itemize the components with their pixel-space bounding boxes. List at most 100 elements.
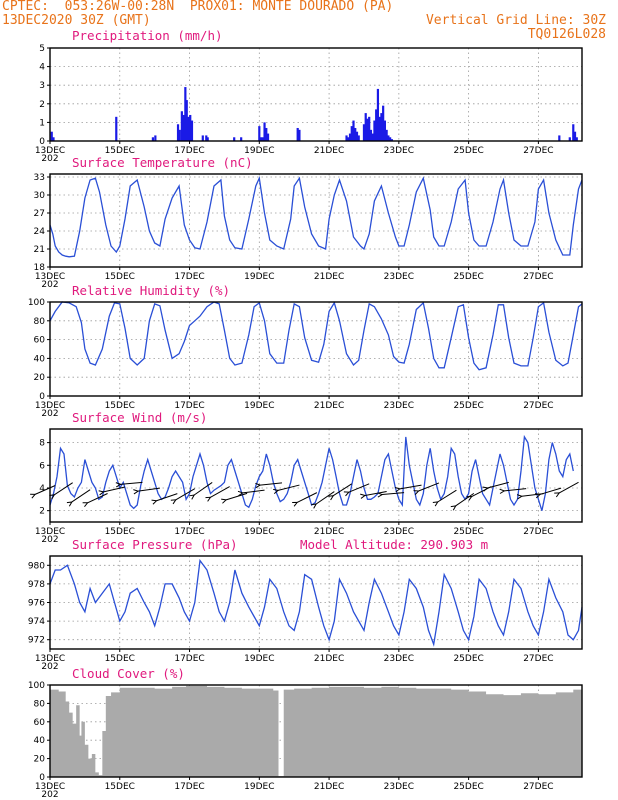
x-tick-label: 13DEC <box>35 401 65 411</box>
x-tick-label: 19DEC <box>244 654 274 664</box>
wind-arrow-head <box>413 490 420 496</box>
wind-arrow-head <box>237 490 244 497</box>
x-tick-label: 17DEC <box>174 782 204 792</box>
x-tick-label: 23DEC <box>384 401 414 411</box>
x-tick-label: 15DEC <box>105 654 135 664</box>
panel-title: Surface Pressure (hPa) <box>72 537 238 552</box>
header-line3-right: TQ0126L028 <box>527 27 606 42</box>
y-tick-label: 20 <box>34 373 46 383</box>
precip-bar <box>362 124 366 141</box>
y-tick-label: 978 <box>28 580 45 590</box>
y-tick-label: 2 <box>39 507 45 517</box>
precip-bar <box>389 137 392 141</box>
wind-arrow-shaft <box>34 485 56 495</box>
wind-arrow-shaft <box>225 492 248 501</box>
wind-arrow-shaft <box>54 482 73 496</box>
precip-bar <box>347 137 350 141</box>
y-tick-label: 100 <box>28 298 45 308</box>
wind-arrow-head <box>189 494 196 500</box>
wind-arrow-shaft <box>175 488 196 501</box>
precip-bar <box>263 122 266 141</box>
x-tick-label: 23DEC <box>384 782 414 792</box>
precip-bar <box>348 133 352 141</box>
x-tick-label: 19DEC <box>244 401 274 411</box>
x-tick-label: 25DEC <box>453 272 483 282</box>
y-tick-label: 2 <box>39 100 45 110</box>
precip-bar <box>176 124 180 141</box>
precip-bar <box>368 116 371 141</box>
precip-bar <box>345 135 348 141</box>
y-tick-label: 6 <box>39 461 45 471</box>
y-tick-label: 980 <box>28 561 45 571</box>
wind-arrow-head <box>450 505 457 511</box>
x-tick-label: 25DEC <box>453 146 483 156</box>
precip-bar <box>233 137 236 141</box>
precip-bar <box>189 114 192 141</box>
precip-bar <box>187 116 190 141</box>
x-start-sublabel: 202 <box>41 409 58 419</box>
x-tick-label: 19DEC <box>244 782 274 792</box>
precip-bar <box>383 120 386 141</box>
wind-arrow-shaft <box>437 489 457 503</box>
x-tick-label: 27DEC <box>523 782 553 792</box>
wind-arrow-head <box>432 501 439 507</box>
precip-bar <box>568 137 571 141</box>
series-line <box>49 175 583 258</box>
series-line <box>49 434 574 511</box>
cloud-cover-area <box>50 685 582 777</box>
wind-arrow-head <box>30 493 37 499</box>
x-tick-label: 15DEC <box>105 146 135 156</box>
precip-bar <box>185 100 188 141</box>
x-tick-label: 27DEC <box>523 527 553 537</box>
x-tick-label: 23DEC <box>384 654 414 664</box>
precip-bar <box>206 137 209 141</box>
wind-arrow-head <box>221 498 228 504</box>
wind-arrow-head <box>554 492 561 498</box>
y-tick-label: 60 <box>34 336 46 346</box>
wind-arrow-shaft <box>71 489 91 503</box>
y-tick-label: 972 <box>28 636 45 646</box>
y-tick-label: 18 <box>34 263 46 273</box>
wind-arrow-head <box>82 502 89 507</box>
precip-bar <box>357 135 360 141</box>
precip-bar <box>205 135 208 141</box>
precip-bar <box>575 137 578 141</box>
y-tick-label: 976 <box>28 599 45 609</box>
wind-arrow-head <box>49 494 56 500</box>
wind-arrow-shaft <box>348 483 370 493</box>
x-tick-label: 13DEC <box>35 146 65 156</box>
y-tick-label: 80 <box>34 317 46 327</box>
x-tick-label: 13DEC <box>35 782 65 792</box>
precip-bar <box>375 109 378 141</box>
wind-arrow-head <box>151 499 158 505</box>
x-tick-label: 21DEC <box>314 272 344 282</box>
y-tick-label: 30 <box>34 191 46 201</box>
header-line2-right: Vertical Grid Line: 30Z <box>425 13 606 28</box>
x-tick-label: 13DEC <box>35 272 65 282</box>
wind-arrow-head <box>328 495 335 501</box>
wind-arrow-shaft <box>260 482 283 486</box>
precip-bar <box>115 116 118 141</box>
x-tick-label: 23DEC <box>384 146 414 156</box>
panel-frame <box>49 47 583 142</box>
x-tick-label: 27DEC <box>523 654 553 664</box>
y-tick-label: 4 <box>39 484 45 494</box>
x-start-sublabel: 202 <box>41 662 58 672</box>
precip-bar <box>180 111 183 141</box>
panel-frame <box>49 173 583 268</box>
panel-frame <box>49 684 583 778</box>
precip-bar <box>378 116 381 141</box>
x-tick-label: 27DEC <box>523 146 553 156</box>
x-tick-label: 17DEC <box>174 654 204 664</box>
x-tick-label: 27DEC <box>523 272 553 282</box>
precip-bar <box>259 137 263 141</box>
precip-bar <box>258 126 261 141</box>
wind-arrow-shaft <box>418 482 440 492</box>
x-tick-label: 15DEC <box>105 272 135 282</box>
precip-bar <box>350 126 353 141</box>
precip-bar <box>352 120 355 141</box>
wind-arrow-head <box>292 501 299 507</box>
x-tick-label: 23DEC <box>384 527 414 537</box>
series-line <box>49 558 583 647</box>
wind-arrow-head <box>482 486 489 492</box>
